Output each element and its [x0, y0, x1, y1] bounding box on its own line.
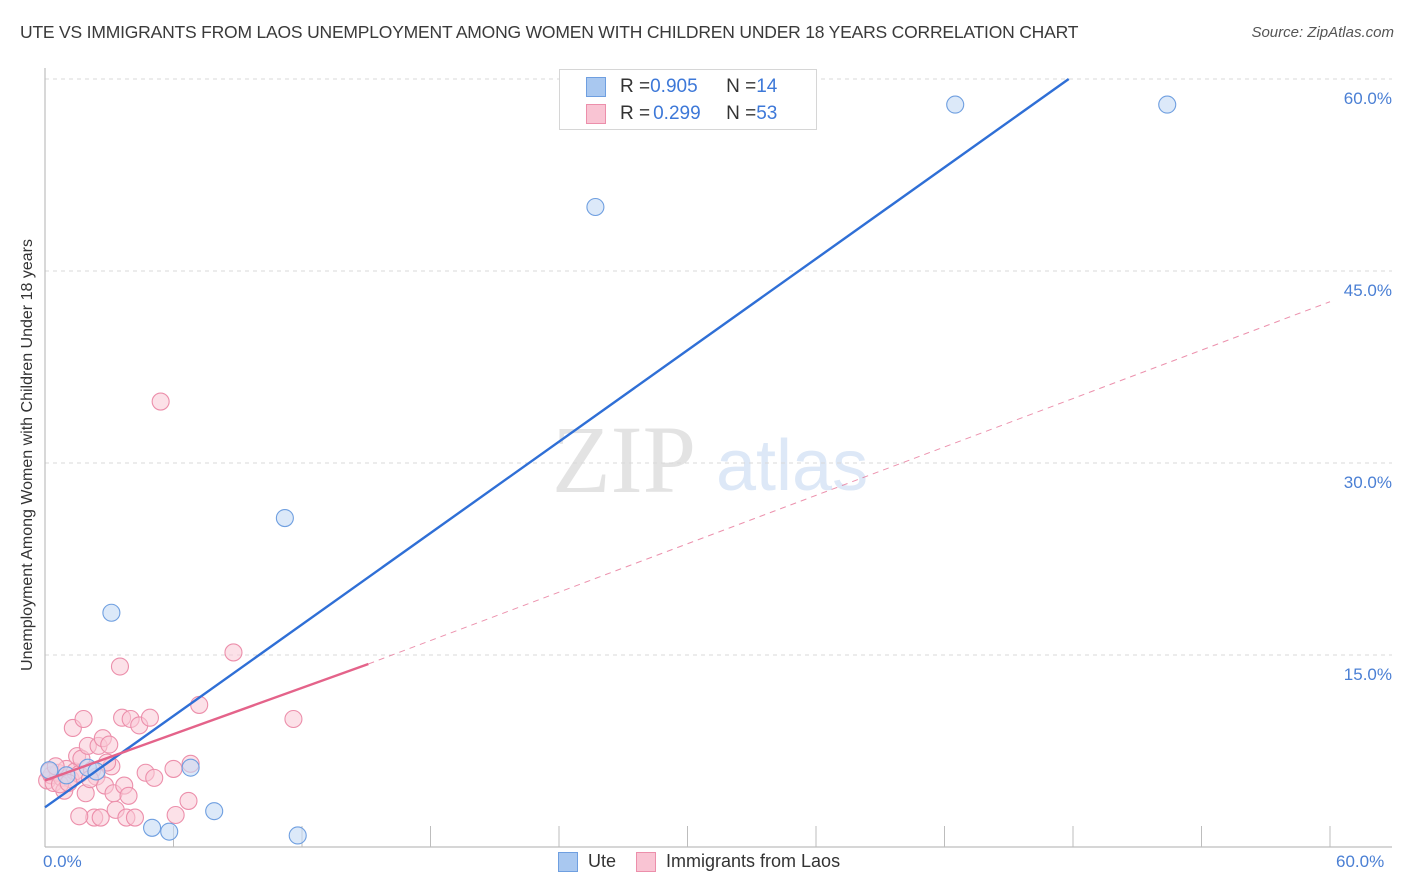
chart-title: UTE VS IMMIGRANTS FROM LAOS UNEMPLOYMENT… [20, 22, 1079, 42]
n-label: N = [726, 76, 757, 97]
series-immigrants-from-laos-points [38, 392, 303, 827]
trend-line-ute [44, 78, 1070, 809]
watermark: ZIP atlas [552, 406, 868, 513]
legend-item-immigrants-from-laos[interactable]: Immigrants from Laos [636, 851, 840, 872]
data-point-ute [143, 818, 162, 837]
r-value: 0.299 [653, 103, 701, 124]
ute-swatch [586, 77, 606, 97]
data-point-ute [1158, 95, 1177, 114]
data-point-laos [284, 709, 303, 729]
data-point-laos [119, 786, 138, 805]
r-value: 0.905 [650, 76, 698, 97]
data-point-laos [74, 709, 93, 729]
data-point-laos [179, 791, 198, 810]
source-credit: Source: ZipAtlas.com [1251, 24, 1394, 41]
axes [44, 68, 1392, 848]
data-point-ute [181, 758, 200, 777]
legend-label-ute: Ute [588, 851, 617, 871]
legend-item-ute[interactable]: Ute [558, 851, 616, 872]
x-tick-min: 0.0% [43, 852, 82, 871]
series-ute-points [40, 95, 1177, 845]
trend-lines [44, 78, 1331, 809]
data-point-laos [151, 392, 170, 411]
data-point-ute [102, 603, 121, 622]
y-tick-label: 45.0% [1344, 281, 1392, 300]
y-tick-label: 60.0% [1344, 89, 1392, 108]
data-point-laos [166, 805, 185, 825]
data-point-laos [91, 808, 110, 827]
ute-swatch [558, 851, 578, 872]
data-point-laos [110, 657, 130, 676]
data-point-laos [164, 759, 183, 778]
n-label: N = [726, 103, 757, 124]
trend-line-laos-extrapolated [368, 301, 1331, 665]
legend-row-ute: R = 0.905 N = 14 [586, 74, 777, 100]
trend-line-laos [44, 662, 369, 782]
y-axis-label: Unemployment Among Women with Children U… [19, 239, 36, 671]
data-point-laos [145, 768, 164, 787]
y-tick-labels: 60.0% 45.0% 30.0% 15.0% [1344, 89, 1392, 684]
data-point-laos [100, 735, 119, 754]
watermark-atlas: atlas [716, 426, 868, 506]
n-value: 53 [756, 103, 778, 124]
data-point-ute [160, 822, 179, 841]
series-legend: Ute Immigrants from Laos [558, 851, 860, 872]
r-label: R = [620, 103, 651, 124]
data-point-laos [125, 808, 144, 827]
legend-label-immigrants-from-laos: Immigrants from Laos [666, 851, 841, 871]
y-tick-label: 30.0% [1344, 473, 1392, 492]
laos-swatch [586, 104, 606, 124]
gridlines [45, 78, 1392, 656]
correlation-legend: R = 0.905 N = 14 R = 0.299 N = 53 [559, 69, 817, 130]
data-point-laos [224, 643, 243, 662]
laos-swatch [636, 851, 657, 872]
r-label: R = [620, 76, 651, 97]
data-point-ute [275, 508, 294, 528]
data-point-laos [140, 708, 159, 727]
watermark-zip: ZIP [552, 406, 696, 513]
n-value: 14 [756, 76, 778, 97]
data-point-ute [288, 826, 307, 845]
data-point-ute [586, 197, 605, 217]
y-tick-label: 15.0% [1344, 665, 1392, 684]
data-point-laos [70, 807, 89, 826]
data-point-ute [205, 802, 224, 821]
x-tick-max: 60.0% [1336, 852, 1385, 871]
legend-row-immigrants-from-laos: R = 0.299 N = 53 [586, 101, 777, 127]
data-point-ute [946, 95, 965, 114]
